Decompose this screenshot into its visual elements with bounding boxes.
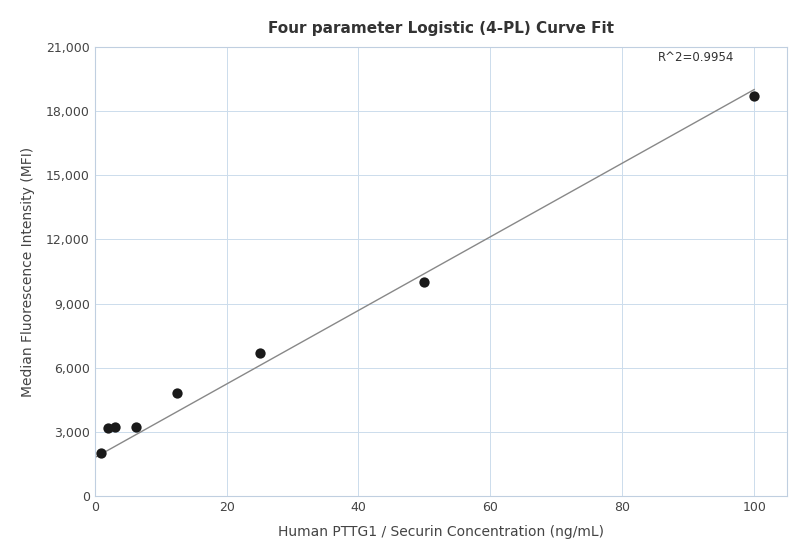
Text: R^2=0.9954: R^2=0.9954 (658, 51, 734, 64)
Point (747, 91, 760, 100)
Point (170, 389, 183, 398)
X-axis label: Human PTTG1 / Securin Concentration (ng/mL): Human PTTG1 / Securin Concentration (ng/… (278, 525, 604, 539)
Point (253, 348, 266, 357)
Point (102, 423, 115, 432)
Point (95, 449, 107, 458)
Point (108, 422, 121, 431)
Point (129, 422, 142, 431)
Point (418, 278, 431, 287)
Title: Four parameter Logistic (4-PL) Curve Fit: Four parameter Logistic (4-PL) Curve Fit (268, 21, 614, 36)
Y-axis label: Median Fluorescence Intensity (MFI): Median Fluorescence Intensity (MFI) (21, 146, 35, 396)
